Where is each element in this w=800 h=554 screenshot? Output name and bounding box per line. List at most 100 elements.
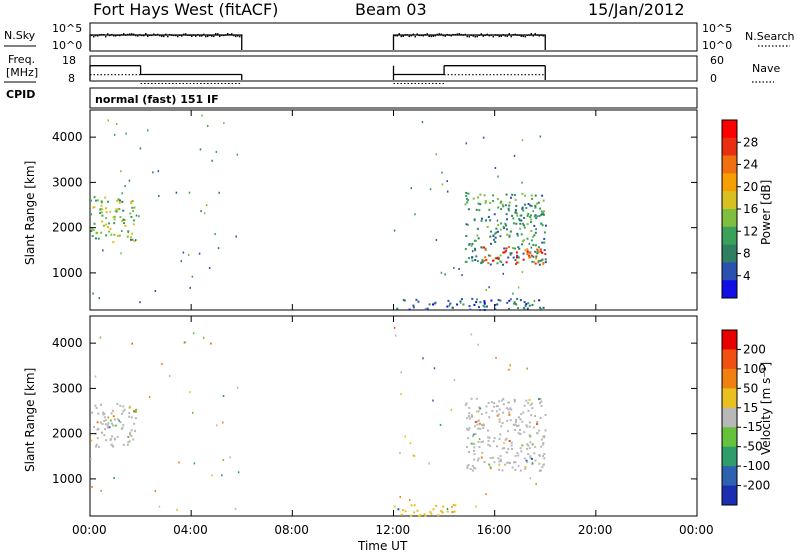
power-cell (512, 217, 515, 220)
power-cell (95, 231, 98, 234)
power-cell (494, 236, 497, 239)
power-cell (524, 249, 527, 252)
power-cell (521, 181, 523, 184)
power-cell (535, 257, 538, 260)
power-cell (481, 261, 484, 264)
power-cell (123, 222, 126, 225)
power-cell (114, 210, 117, 213)
velocity-cell (529, 455, 532, 458)
power-cell (475, 208, 478, 211)
velocity-cell (107, 416, 110, 419)
power-cell (508, 235, 511, 238)
power-cell (542, 306, 545, 309)
cpid-panel (89, 87, 698, 109)
nsky-search-dot (398, 33, 400, 35)
nsky-search-dot (440, 33, 442, 36)
power-cell (499, 260, 502, 263)
nsky-search-dot (223, 34, 225, 37)
velocity-cell (514, 461, 517, 464)
velocity-cell (525, 399, 528, 402)
velocity-cell (475, 397, 478, 400)
power-colorbar-label: Power [dB] (759, 180, 773, 245)
nsky-search-dot (237, 35, 239, 37)
power-cell (535, 244, 538, 247)
velocity-cell (473, 466, 476, 469)
velocity-cell (519, 447, 522, 450)
power-cell (474, 249, 477, 252)
power-cell (118, 199, 121, 202)
power-cell (526, 250, 529, 253)
power-cell (121, 220, 124, 223)
nsky-search-dot (213, 35, 215, 38)
velocity-cell (510, 441, 513, 444)
nsky-search-dot (450, 34, 452, 37)
velocity-cell (202, 336, 205, 339)
power-cell (544, 261, 547, 264)
power-cell (479, 309, 482, 312)
velocity-cell (400, 371, 403, 374)
power-cell (521, 139, 524, 142)
velocity-cell (506, 407, 509, 410)
velocity-cell (176, 508, 178, 511)
velocity-cell (526, 461, 529, 464)
power-cell (511, 214, 514, 217)
velocity-cell (502, 403, 505, 406)
velocity-cell (120, 427, 123, 430)
power-cell (479, 203, 482, 206)
power-cell (470, 244, 473, 247)
power-cell (503, 247, 506, 250)
power-cell (541, 241, 544, 244)
velocity-cell (485, 493, 487, 496)
power-cell (124, 185, 126, 188)
nsky-search-dot (171, 34, 173, 36)
power-cell (494, 241, 497, 244)
velocity-cell (509, 364, 511, 367)
nsky-search-dot (478, 34, 480, 37)
nsky-search-dot (105, 35, 107, 38)
power-cell (477, 202, 480, 205)
velocity-cell (542, 443, 545, 446)
power-cell (506, 301, 509, 304)
power-cell (538, 263, 541, 266)
power-cell (485, 258, 488, 261)
velocity-cell (474, 420, 477, 423)
velocity-cell (527, 444, 530, 447)
power-cell (123, 219, 126, 222)
power-cell (494, 308, 497, 311)
velocity-cell (537, 429, 540, 432)
power-cell (465, 194, 468, 197)
velocity-cell (492, 440, 495, 443)
velocity-cell (531, 402, 534, 405)
power-cell (154, 290, 157, 293)
velocity-cell (517, 432, 520, 435)
power-cell (410, 187, 413, 190)
velocity-cell (111, 435, 114, 438)
power-cell (115, 210, 118, 213)
velocity-cell (113, 476, 115, 479)
velocity-cell (510, 408, 513, 411)
power-cell (505, 193, 508, 196)
power-cell (191, 275, 194, 278)
power-cell (198, 252, 201, 255)
power-cell (157, 170, 160, 173)
velocity-cell (529, 404, 532, 407)
velocity-cell (499, 433, 502, 436)
power-cell (523, 203, 526, 206)
velocity-cell (108, 426, 111, 429)
nsky-search-dot (137, 35, 139, 37)
velocity-cell (107, 422, 110, 425)
velocity-cell (424, 514, 427, 517)
power-cell (476, 234, 479, 237)
velocity-cell (510, 447, 513, 450)
velocity-cell (154, 490, 157, 493)
velocity-cell (501, 447, 504, 450)
velocity-cell (482, 423, 485, 426)
nsky-search-dot (169, 33, 171, 36)
velocity-cell (539, 397, 542, 400)
velocity-cell (216, 424, 218, 427)
nsky-search-dot (217, 33, 219, 35)
power-cell (539, 248, 542, 251)
velocity-cell (432, 399, 434, 402)
velocity-cell (500, 459, 503, 462)
velocity-cell (470, 415, 473, 418)
